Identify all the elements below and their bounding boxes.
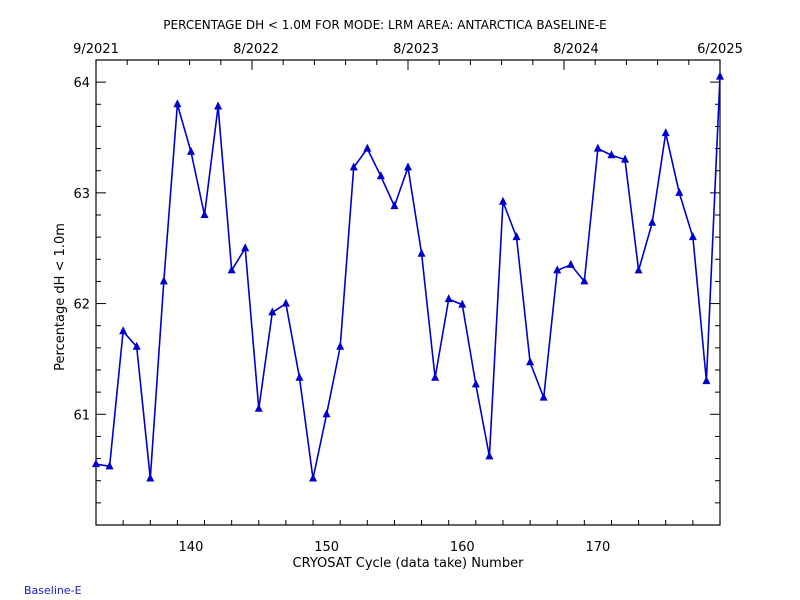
data-point-marker [661,128,670,137]
series-line [95,76,721,479]
series-group [92,71,724,482]
data-point-marker [539,392,548,401]
data-point-marker [417,248,426,257]
data-point-marker [458,299,467,308]
top-date-label: 6/2025 [697,42,743,57]
data-point-marker [390,201,399,210]
data-point-marker [444,294,453,303]
data-point-marker [498,196,507,205]
data-point-marker [716,71,724,80]
top-date-label: 9/2021 [73,42,119,57]
data-point-marker [580,276,589,285]
x-tick-label: 140 [179,540,204,555]
data-point-marker [186,146,195,155]
data-point-marker [648,217,657,226]
x-axis-label: CRYOSAT Cycle (data take) Number [293,556,525,571]
data-point-marker [336,341,345,350]
data-point-marker [227,265,236,274]
data-point-marker [322,409,331,418]
data-point-marker [268,307,277,316]
data-point-marker [92,459,100,468]
data-point-marker [214,101,223,110]
data-point-marker [688,232,697,241]
data-point-marker [634,265,643,274]
data-point-marker [566,259,575,268]
data-point-marker [404,162,412,171]
data-point-marker [485,451,494,460]
y-tick-label: 61 [73,408,90,423]
data-point-marker [621,154,630,163]
data-point-marker [119,326,128,335]
y-tick-label: 63 [73,187,90,202]
data-point-marker [200,210,209,218]
data-point-marker [675,187,684,196]
data-point-marker [553,265,562,274]
data-point-marker [159,276,168,285]
top-date-label: 8/2023 [393,42,439,57]
data-point-marker [254,403,263,412]
x-tick-label: 170 [585,540,610,555]
data-point-marker [471,379,480,388]
top-date-axis: 9/2021 8/2022 8/2023 8/2024 6/2025 [73,42,743,70]
data-point-marker [241,243,250,252]
chart-title: PERCENTAGE DH < 1.0M FOR MODE: LRM AREA:… [163,18,606,32]
data-point-marker [526,357,535,366]
data-point-marker [702,376,711,385]
y-tick-label: 64 [73,76,90,91]
data-point-marker [431,372,440,381]
data-point-marker [105,461,114,470]
data-point-marker [281,298,290,307]
data-point-marker [376,171,385,180]
top-date-label: 8/2022 [233,42,279,57]
x-axis: 140 150 160 170 [95,520,721,555]
data-point-marker [132,341,141,350]
footer-baseline-label: Baseline-E [24,584,82,597]
plot-frame [95,59,721,526]
data-point-marker [295,372,304,381]
data-point-marker [593,143,602,152]
x-tick-label: 160 [450,540,475,555]
data-point-marker [146,473,155,482]
y-axis-label: Percentage dH < 1.0m [53,223,68,371]
y-tick-label: 62 [73,298,90,313]
y-axis: 61 62 63 64 [73,59,720,526]
top-date-label: 8/2024 [553,42,599,57]
data-point-marker [363,143,372,152]
x-tick-label: 150 [314,540,339,555]
data-point-marker [173,99,182,108]
data-point-marker [607,150,616,159]
data-point-marker [349,162,358,171]
data-point-marker [309,473,318,482]
data-point-marker [512,232,521,241]
